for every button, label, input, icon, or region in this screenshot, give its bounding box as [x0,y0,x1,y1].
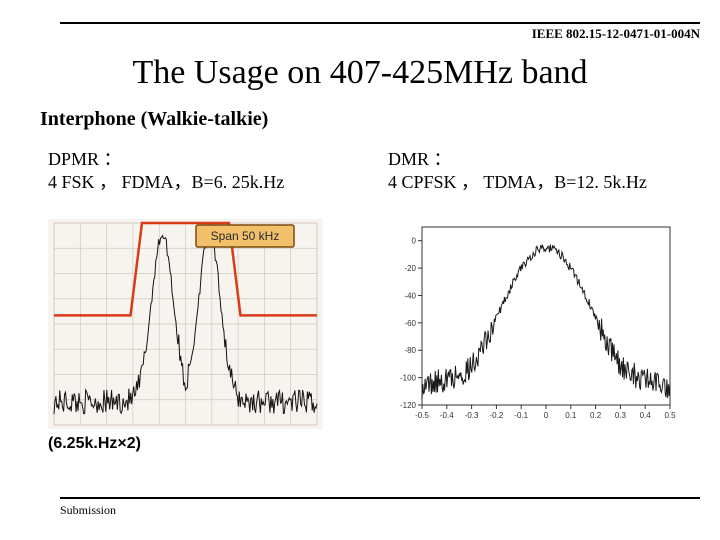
doc-id: IEEE 802.15-12-0471-01-004N [60,26,700,42]
svg-text:-0.5: -0.5 [415,411,429,420]
header-rule [60,22,700,24]
svg-text:-0.1: -0.1 [514,411,528,420]
svg-text:-20: -20 [404,264,416,273]
svg-text:-80: -80 [404,346,416,355]
svg-text:0.2: 0.2 [590,411,602,420]
dpmr-name: DPMR ： [48,148,378,171]
svg-text:0.4: 0.4 [640,411,652,420]
svg-text:-120: -120 [400,401,417,410]
svg-text:0: 0 [412,236,417,245]
svg-text:0.1: 0.1 [565,411,577,420]
svg-text:0.3: 0.3 [615,411,627,420]
svg-text:0.5: 0.5 [664,411,676,420]
subtitle: Interphone (Walkie-talkie) [40,108,268,131]
svg-text:-0.3: -0.3 [465,411,479,420]
svg-text:0: 0 [544,411,549,420]
svg-text:-0.2: -0.2 [490,411,504,420]
dmr-chart-wrap: -0.5 -0.4 -0.3 -0.2 -0.1 0 0.1 0.2 0.3 0.4 0.5 -120… [388,219,718,427]
svg-text:Span 50 kHz: Span 50 kHz [211,229,280,243]
dmr-spec: 4 CPFSK ， TDMA，B=12. 5k.Hz [388,171,718,194]
footer-label: Submission [60,503,700,518]
page-title: The Usage on 407-425MHz band [0,54,720,92]
footer: Submission [60,497,700,518]
dpmr-spectrum-chart: Span 50 kHz [48,219,323,429]
dpmr-caption: (6.25k.Hz×2) [48,435,378,453]
svg-text:-40: -40 [404,291,416,300]
dpmr-spec: 4 FSK ， FDMA，B=6. 25k.Hz [48,171,378,194]
footer-rule [60,497,700,499]
svg-text:-100: -100 [400,373,417,382]
svg-text:-0.4: -0.4 [440,411,454,420]
left-column: DPMR ： 4 FSK ， FDMA，B=6. 25k.Hz Span 50 … [48,148,378,453]
dpmr-chart-wrap: Span 50 kHz [48,219,378,429]
right-column: DMR ： 4 CPFSK ， TDMA，B=12. 5k.Hz -0.5-0.… [388,148,718,427]
dmr-spectrum-chart: -0.5 -0.4 -0.3 -0.2 -0.1 0 0.1 0.2 0.3 0.4 0.5 -120… [388,219,678,427]
header: IEEE 802.15-12-0471-01-004N [60,22,700,42]
svg-text:-60: -60 [404,319,416,328]
dmr-name: DMR ： [388,148,718,171]
